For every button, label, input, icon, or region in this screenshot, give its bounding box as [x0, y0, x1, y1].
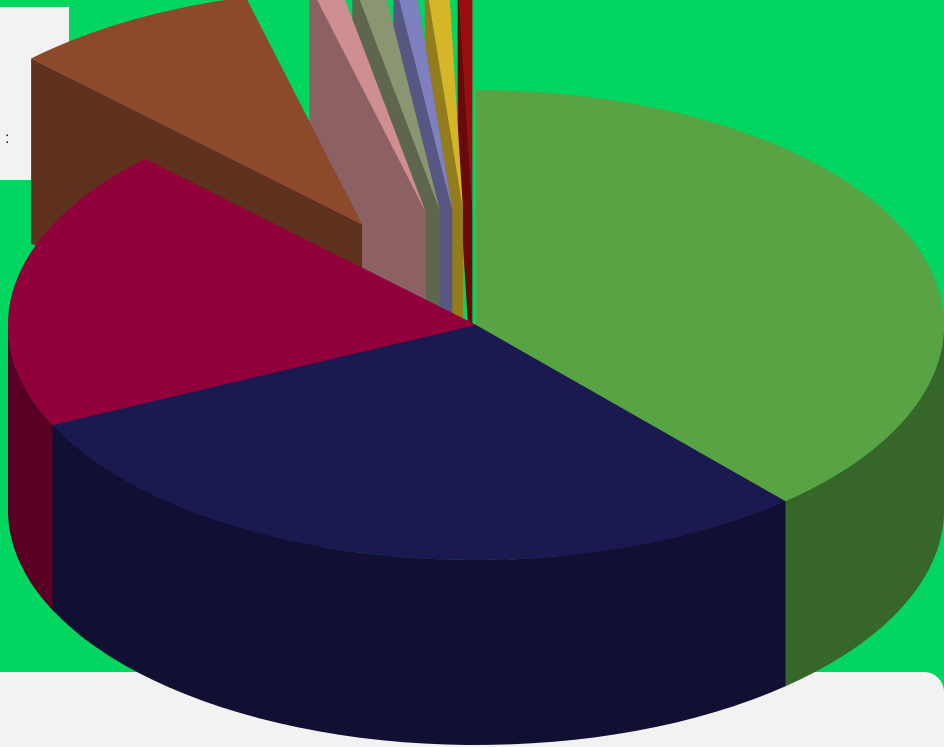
pie-slice-wall [457, 0, 473, 395]
pie-slice-side [8, 325, 53, 611]
pie-slice-side [52, 425, 786, 745]
pie-slice [459, 0, 473, 210]
pie-slice-side [785, 325, 944, 687]
pie-slice [8, 158, 476, 426]
pie-slice [359, 0, 440, 211]
pie-slice [428, 0, 463, 210]
pie-slice [52, 325, 786, 560]
pie-slice [317, 0, 426, 213]
pie-slice [399, 0, 453, 211]
pie-slice [476, 90, 944, 502]
legend-text: : [5, 130, 10, 147]
pie-slice [31, 0, 362, 225]
